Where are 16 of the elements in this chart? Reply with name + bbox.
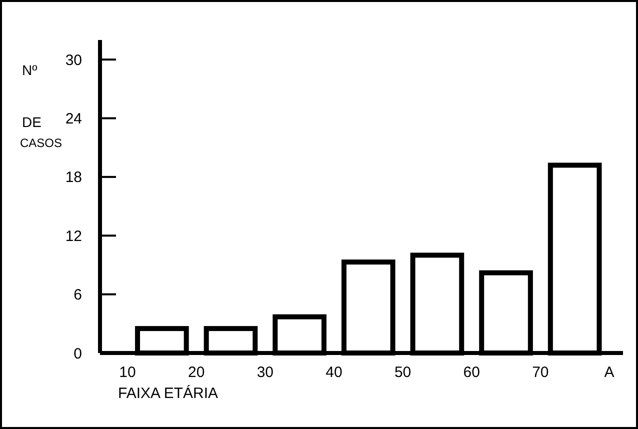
x-tick-label: 20: [188, 364, 205, 381]
x-tick-label: 40: [326, 364, 342, 381]
y-tick-label: 0: [74, 345, 82, 362]
x-tick-label: 10: [119, 364, 136, 381]
y-tick-label: 6: [74, 286, 82, 304]
text: Nº DE CASOS: [20, 62, 62, 150]
y-tick-label: 18: [65, 169, 82, 186]
x-tick-label: 70: [532, 364, 549, 381]
y-tick-label: 30: [65, 52, 82, 69]
x-tick-label: 50: [394, 364, 412, 381]
x-tick-label: 30: [256, 364, 274, 381]
x-tick-label: 60: [463, 364, 480, 381]
x-axis-title: FAIXA ETÁRIA: [118, 384, 218, 402]
y-tick-label: 24: [65, 110, 82, 128]
x-tick-label: A: [604, 364, 614, 381]
y-tick-label: 12: [65, 228, 82, 245]
